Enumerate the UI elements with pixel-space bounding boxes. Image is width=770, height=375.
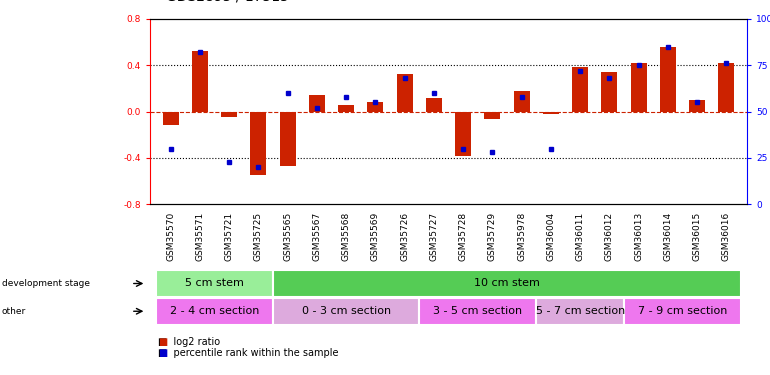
- Bar: [367, 102, 383, 112]
- Bar: [660, 46, 676, 112]
- Bar: [484, 112, 500, 118]
- Bar: [273, 270, 741, 297]
- Bar: [543, 112, 559, 114]
- Text: ■: ■: [159, 337, 168, 346]
- Bar: [221, 112, 237, 117]
- Bar: [338, 105, 354, 112]
- Text: ■  log2 ratio: ■ log2 ratio: [158, 337, 220, 346]
- Bar: [689, 100, 705, 112]
- Bar: [162, 112, 179, 126]
- Bar: [420, 298, 536, 325]
- Bar: [426, 98, 442, 112]
- Bar: [601, 72, 618, 112]
- Bar: [280, 112, 296, 166]
- Text: GDS2895 / 17515: GDS2895 / 17515: [166, 0, 289, 4]
- Bar: [455, 112, 471, 156]
- Text: 0 - 3 cm section: 0 - 3 cm section: [302, 306, 390, 316]
- Text: 7 - 9 cm section: 7 - 9 cm section: [638, 306, 727, 316]
- Text: 10 cm stem: 10 cm stem: [474, 279, 540, 288]
- Text: 2 - 4 cm section: 2 - 4 cm section: [170, 306, 259, 316]
- Bar: [309, 95, 325, 112]
- Text: 3 - 5 cm section: 3 - 5 cm section: [434, 306, 522, 316]
- Bar: [536, 298, 624, 325]
- Bar: [624, 298, 741, 325]
- Bar: [156, 298, 273, 325]
- Text: 5 - 7 cm section: 5 - 7 cm section: [536, 306, 624, 316]
- Text: 5 cm stem: 5 cm stem: [185, 279, 244, 288]
- Bar: [192, 51, 208, 112]
- Bar: [631, 63, 647, 112]
- Bar: [250, 112, 266, 176]
- Bar: [156, 270, 273, 297]
- Bar: [514, 91, 530, 112]
- Text: ■  percentile rank within the sample: ■ percentile rank within the sample: [158, 348, 338, 358]
- Text: development stage: development stage: [2, 279, 89, 288]
- Bar: [273, 298, 420, 325]
- Bar: [572, 68, 588, 112]
- Text: ■: ■: [159, 348, 168, 358]
- Bar: [718, 63, 735, 112]
- Bar: [397, 74, 413, 112]
- Text: other: other: [2, 307, 25, 316]
